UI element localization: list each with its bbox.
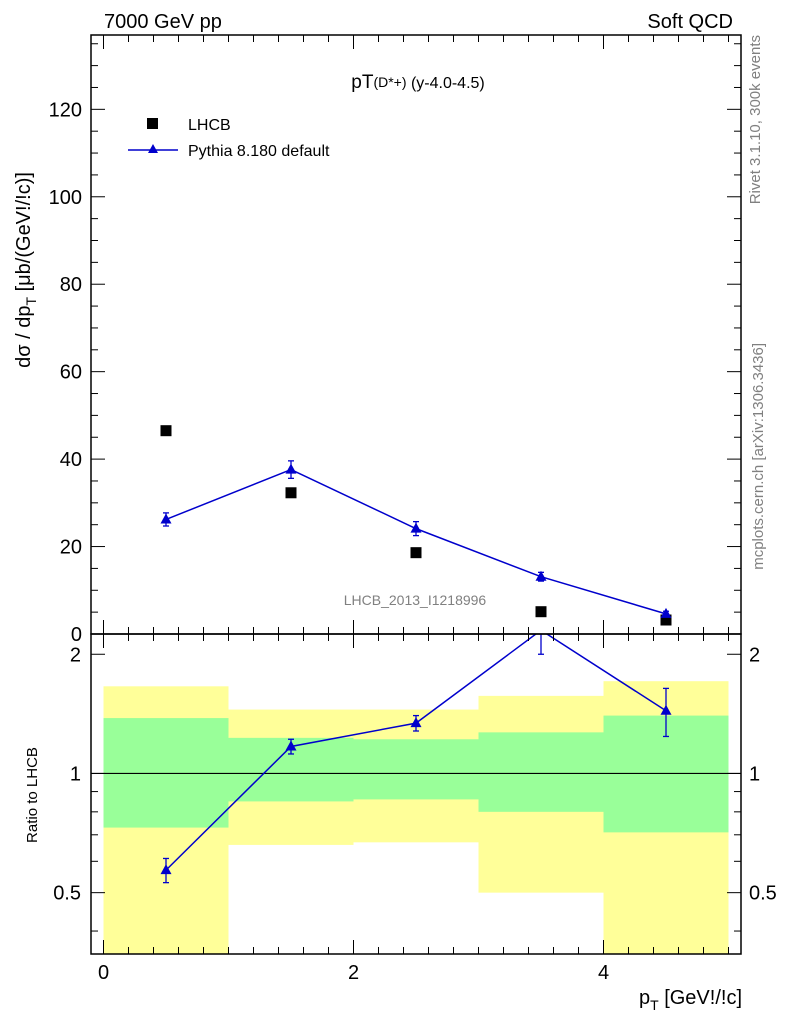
legend-label-lhcb: LHCB [188,117,231,134]
legend-label-pythia: Pythia 8.180 default [188,143,330,160]
ratio-frame [90,633,742,955]
ratio-xtick-label: 2 [348,962,359,984]
ratio-bands [103,681,729,954]
legend-marker-pythia [148,144,158,153]
legend: LHCB Pythia 8.180 default [128,117,330,160]
header-right: Soft QCD [647,11,733,33]
ratio-ytick-label-right: 0.5 [749,883,777,905]
main-ytick-label: 100 [49,187,82,209]
pythia-point [160,513,172,524]
ratio-panel-content [91,634,741,884]
ratio-ytick-label-right: 1 [749,763,760,785]
main-ytick-label: 40 [60,449,82,471]
ratio-ytick-label-right: 2 [749,644,760,666]
ratio-pythia-point [410,717,422,728]
ratio-pythia-point [285,740,297,751]
lhcb-point [285,487,297,499]
ratio-ytick-label: 1 [70,763,81,785]
ratio-pythia-point [160,864,172,875]
main-ytick-label: 20 [60,537,82,559]
mcplots-label: mcplots.cern.ch [arXiv:1306.3436] [750,343,767,570]
pythia-point [535,570,547,581]
x-axis-title: pT [GeV!/!c] [639,987,742,1013]
ratio-pythia-point [660,704,672,715]
pythia-point [660,607,672,618]
legend-marker-lhcb [147,118,158,129]
main-panel-content [160,425,672,626]
ratio-ytick-label: 0.5 [53,883,81,905]
main-ytick-label: 60 [60,362,82,384]
ratio-pythia-point [535,634,547,635]
analysis-watermark: LHCB_2013_I1218996 [344,592,487,608]
header-left: 7000 GeV pp [104,11,222,33]
rivet-label: Rivet 3.1.10, 300k events [747,35,764,204]
ratio-ylabel: Ratio to LHCB [24,747,41,843]
ratio-inner-band [103,718,229,828]
lhcb-point [160,425,172,437]
main-ytick-label: 0 [71,624,82,646]
lhcb-point [535,606,547,618]
main-ylabel: dσ / dpT [μb/(GeV!/!c)] [13,172,39,368]
ratio-inner-band [478,732,604,812]
ratio-xtick-label: 4 [598,962,609,984]
main-ytick-label: 120 [49,99,82,121]
lhcb-point [660,614,672,626]
ratio-xtick-label: 0 [98,962,109,984]
main-title: pT(D*+) (y-4.0-4.5) [351,72,485,93]
ratio-inner-band [353,739,479,800]
lhcb-point [410,547,422,559]
main-ytick-label: 80 [60,274,82,296]
ratio-ytick-label: 2 [70,644,81,666]
pythia-point [410,522,422,533]
pythia-point [285,463,297,474]
